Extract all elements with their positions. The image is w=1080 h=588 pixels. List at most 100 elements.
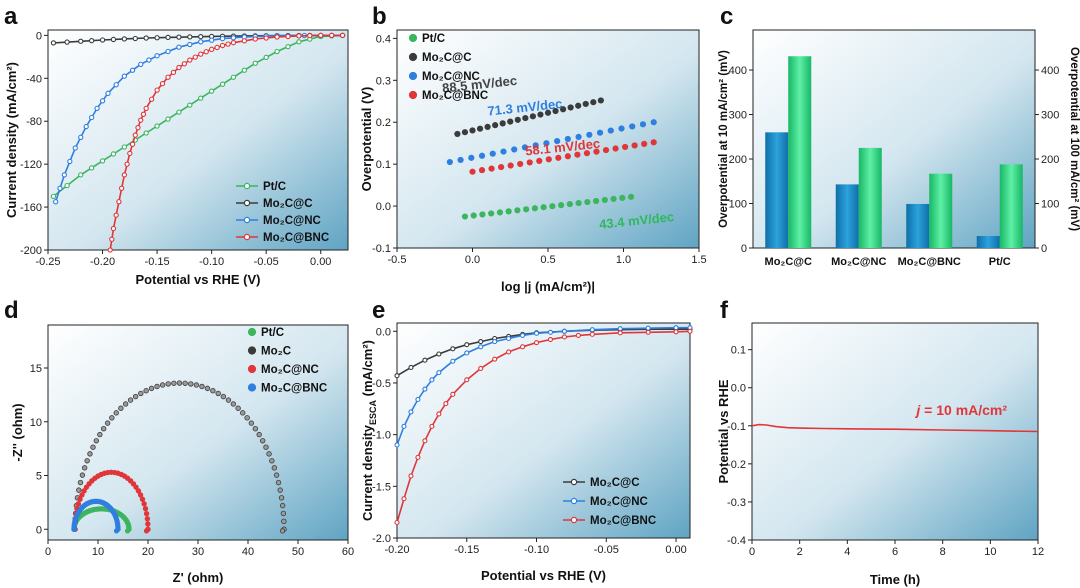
f-ytick-label: 0.0 bbox=[731, 383, 746, 395]
d-legend-3-marker bbox=[247, 383, 257, 392]
a-series-point-nc bbox=[219, 35, 226, 42]
f-x-axis-label: Time (h) bbox=[870, 572, 920, 587]
d-legend-1-text: Mo₂C bbox=[261, 346, 291, 358]
a-series-point-bnc bbox=[110, 225, 117, 232]
f-ytick-label: -0.3 bbox=[727, 497, 746, 509]
c-y2-axis-label: Overpotential at 100 mA/cm² (mV) bbox=[1068, 47, 1080, 231]
d-legend-0-text: Pt/C bbox=[261, 327, 284, 339]
e-series-point-bnc bbox=[443, 401, 449, 407]
d-xtick-label: 30 bbox=[192, 546, 204, 558]
f-ytick-label: -0.2 bbox=[727, 459, 746, 471]
d-data-point-mo2c bbox=[171, 380, 177, 386]
a-xtick-label: 0.00 bbox=[310, 256, 331, 268]
f-ytick-label: -0.4 bbox=[727, 535, 746, 547]
a-legend-0-text: Pt/C bbox=[263, 181, 286, 193]
d-data-point-mo2c bbox=[182, 380, 188, 386]
e-ytick-label: -1.5 bbox=[372, 481, 391, 493]
b-legend-0-text: Pt/C bbox=[422, 33, 445, 45]
b-data-point-nc bbox=[564, 135, 571, 143]
d-data-point-mo2c bbox=[279, 528, 286, 534]
a-series-point-bnc bbox=[121, 172, 128, 178]
a-series-point-mo2c bbox=[165, 34, 171, 41]
d-data-point-mo2c bbox=[93, 438, 100, 444]
a-legend-2-marker bbox=[243, 216, 251, 224]
b-data-point-nc bbox=[586, 131, 593, 138]
b-legend-0-marker bbox=[408, 33, 418, 43]
d-data-point-mo2c bbox=[109, 415, 115, 421]
a-series-point-mo2c bbox=[187, 34, 193, 40]
d-data-point-mo2c bbox=[118, 405, 124, 411]
e-series-point-bnc bbox=[561, 334, 567, 340]
c-ytick-label: 0 bbox=[741, 243, 747, 255]
a-series-point-mo2c bbox=[99, 37, 106, 43]
e-series-point-mo2c bbox=[450, 346, 456, 352]
e-xtick-label: -0.10 bbox=[524, 544, 549, 556]
d-xtick-label: 40 bbox=[242, 546, 254, 558]
e-series-point-bnc bbox=[575, 332, 581, 338]
b-data-point-ptc bbox=[479, 211, 486, 218]
f-annotation-symbol: j bbox=[914, 402, 921, 418]
d-data-point-mo2c bbox=[266, 451, 272, 457]
e-series-point-nc bbox=[450, 358, 456, 364]
c-y2tick-label: 300 bbox=[1041, 110, 1059, 122]
e-series-point-bnc bbox=[436, 411, 442, 417]
a-series-point-mo2c bbox=[176, 34, 182, 40]
a-series-point-bnc bbox=[339, 32, 346, 39]
b-data-point-mo2c bbox=[469, 127, 476, 134]
b-legend-2-marker bbox=[408, 71, 418, 81]
b-data-point-mo2c bbox=[552, 107, 559, 115]
b-data-point-nc bbox=[489, 150, 496, 157]
c-y2tick-label: 100 bbox=[1041, 199, 1059, 211]
b-legend-2-text: Mo₂C@NC bbox=[422, 71, 480, 83]
a-series-point-bnc bbox=[252, 36, 258, 42]
b-data-point-bnc bbox=[555, 154, 562, 161]
a-series-point-ptc bbox=[110, 151, 117, 157]
a-series-point-bnc bbox=[176, 64, 182, 71]
e-series-point-mo2c bbox=[422, 357, 428, 363]
e-legend-1-marker bbox=[570, 497, 578, 505]
b-data-point-mo2c bbox=[514, 116, 521, 123]
e-series-point-mo2c bbox=[464, 342, 470, 348]
b-ytick-label: 0.4 bbox=[376, 33, 391, 45]
a-series-point-nc bbox=[230, 35, 237, 41]
c-ytick-label: 300 bbox=[729, 110, 747, 122]
f-annotation: j = 10 mA/cm² bbox=[914, 402, 1007, 418]
d-data-point-mo2c bbox=[138, 390, 144, 397]
e-xtick-label: -0.15 bbox=[454, 544, 479, 556]
a-series-point-ptc bbox=[64, 182, 70, 189]
d-data-point-mo2c bbox=[127, 397, 134, 403]
d-data-point-mo2c bbox=[256, 431, 262, 438]
a-series-point-bnc bbox=[187, 57, 193, 63]
a-series-point-nc bbox=[121, 73, 128, 79]
a-series-point-ptc bbox=[208, 88, 215, 94]
b-data-point-bnc bbox=[517, 160, 524, 168]
f-xtick-label: 2 bbox=[797, 546, 803, 558]
d-legend-0-marker bbox=[247, 327, 257, 337]
a-series-point-bnc bbox=[181, 61, 188, 67]
b-data-point-nc bbox=[575, 133, 582, 141]
c-y2tick-label: 200 bbox=[1041, 154, 1059, 166]
a-series-point-ptc bbox=[143, 130, 149, 136]
e-series-point-bnc bbox=[394, 519, 400, 526]
a-series-point-mo2c bbox=[198, 34, 204, 40]
f-xtick-label: 8 bbox=[940, 546, 946, 558]
e-series-point-mo2c bbox=[478, 339, 484, 345]
e-series-point-bnc bbox=[464, 377, 470, 383]
d-data-point-mo2c bbox=[77, 479, 84, 486]
a-series-point-nc bbox=[72, 145, 78, 151]
e-series-point-nc bbox=[645, 325, 651, 331]
b-data-point-mo2c bbox=[492, 122, 499, 129]
d-data-point-mo2c bbox=[188, 381, 194, 387]
d-data-point-mo2c bbox=[87, 451, 93, 457]
e-legend-0-text: Mo₂C@C bbox=[590, 477, 640, 489]
a-series-point-ptc bbox=[252, 60, 258, 66]
a-series-point-mo2c bbox=[121, 36, 128, 42]
a-series-point-bnc bbox=[165, 74, 171, 80]
b-data-point-bnc bbox=[536, 157, 543, 164]
e-series-point-nc bbox=[429, 377, 435, 383]
b-data-point-bnc bbox=[583, 150, 591, 157]
a-series-point-mo2c bbox=[50, 40, 57, 46]
c-bar-10mA-2 bbox=[906, 203, 930, 248]
c-bar-100mA-0 bbox=[788, 56, 812, 248]
a-series-point-mo2c bbox=[110, 36, 117, 43]
